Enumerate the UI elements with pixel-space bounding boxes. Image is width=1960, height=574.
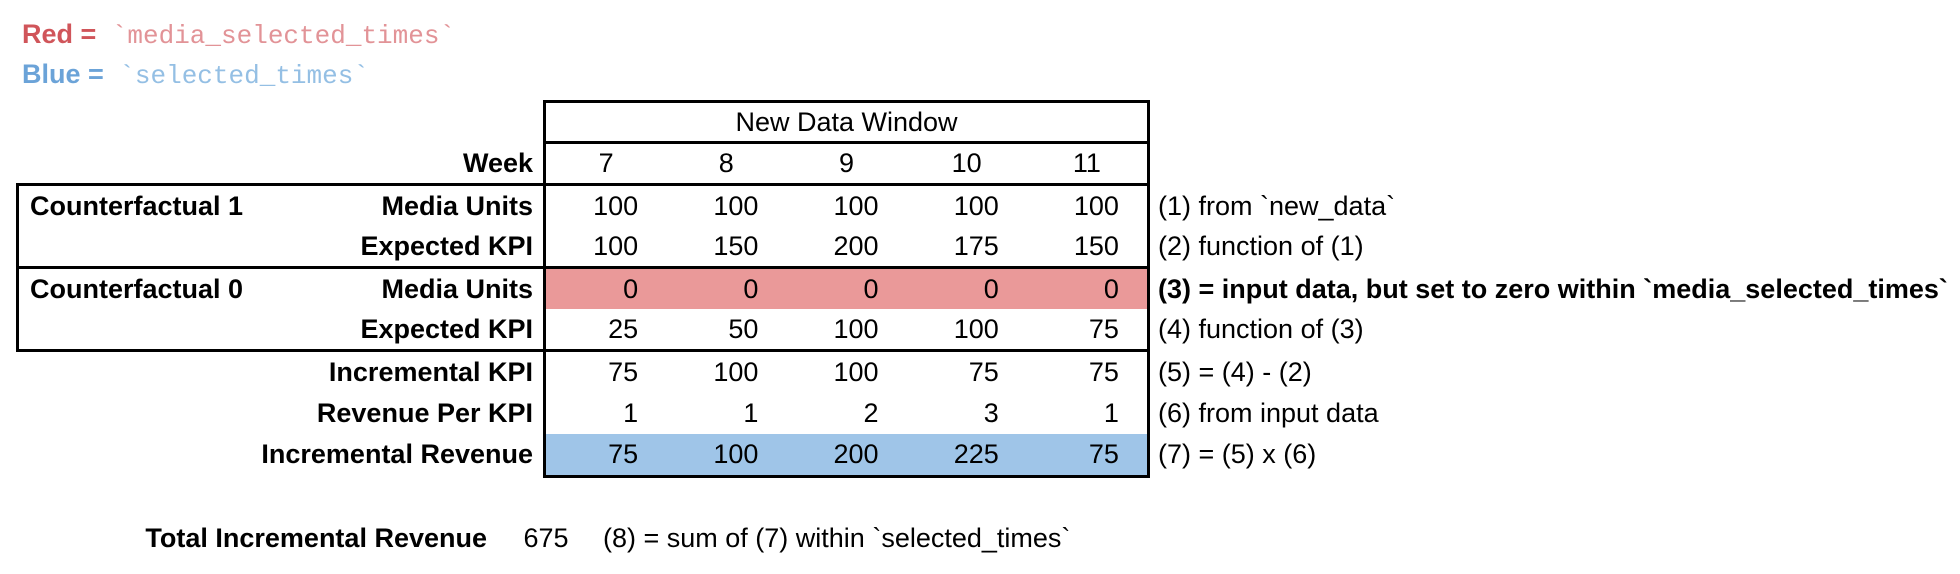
value-cell: 150 <box>713 231 759 261</box>
value-cell: 3 <box>983 398 999 428</box>
value-cell: 75 <box>1088 314 1119 344</box>
value-cell: 0 <box>983 274 999 304</box>
row-label: Media Units <box>381 191 533 221</box>
row-annotation: (1) from `new_data` <box>1158 191 1396 221</box>
week-cell: 11 <box>1072 148 1101 178</box>
row-cells: 100 150 200 175 150 <box>546 226 1147 266</box>
value-cell: 200 <box>833 439 879 469</box>
value-cell: 75 <box>608 439 639 469</box>
value-cell: 75 <box>608 357 639 387</box>
value-cell: 100 <box>1073 191 1119 221</box>
row-cells: 75 100 200 225 75 <box>546 434 1147 475</box>
week-row: Week 7 8 9 10 11 <box>0 143 1960 183</box>
value-cell: 0 <box>623 274 639 304</box>
group-label: Counterfactual 0 <box>30 274 244 304</box>
value-cell: 100 <box>953 191 999 221</box>
value-cell: 225 <box>953 439 999 469</box>
value-cell: 100 <box>593 231 639 261</box>
blue-highlight-band <box>546 434 1147 475</box>
row-cells: 25 50 100 100 75 <box>546 309 1147 349</box>
row-label: Revenue Per KPI <box>316 398 533 428</box>
week-cell: 7 <box>598 148 614 178</box>
row-label: Expected KPI <box>360 231 533 261</box>
legend-blue-line: Blue = `selected_times` <box>22 54 455 94</box>
table-row: Counterfactual 1 Media Units 100 100 100… <box>0 186 1960 226</box>
value-cell: 175 <box>953 231 999 261</box>
value-cell: 100 <box>713 439 759 469</box>
week-cells: 7 8 9 10 11 <box>546 143 1147 183</box>
value-cell: 1 <box>743 398 759 428</box>
value-cell: 75 <box>1088 439 1119 469</box>
value-cell: 1 <box>1103 398 1119 428</box>
table-border-line <box>543 100 546 478</box>
row-label: Incremental KPI <box>328 357 533 387</box>
table-border-line <box>16 349 1150 352</box>
row-cells: 1 1 2 3 1 <box>546 393 1147 434</box>
total-label: Total Incremental Revenue <box>145 523 487 553</box>
week-label: Week <box>462 148 533 178</box>
row-annotation: (4) function of (3) <box>1158 314 1364 344</box>
row-label: Incremental Revenue <box>261 439 533 469</box>
legend-blue-label: Blue = <box>22 59 104 89</box>
value-cell: 150 <box>1073 231 1119 261</box>
row-label: Media Units <box>381 274 533 304</box>
table-border-line <box>543 141 1150 144</box>
value-cell: 0 <box>1103 274 1119 304</box>
value-cell: 0 <box>743 274 759 304</box>
row-cells: 0 0 0 0 0 <box>546 269 1147 309</box>
value-cell: 100 <box>953 314 999 344</box>
value-cell: 75 <box>968 357 999 387</box>
row-cells: 75 100 100 75 75 <box>546 352 1147 393</box>
row-annotation: (6) from input data <box>1158 398 1379 428</box>
table-border-line <box>16 183 1150 186</box>
table-border-line <box>16 266 1150 269</box>
table-row: Revenue Per KPI 1 1 2 3 1 <box>0 393 1960 434</box>
table-row-highlight-blue: Incremental Revenue 75 100 200 225 75 <box>0 434 1960 475</box>
table-border-line <box>543 100 1150 103</box>
legend-red-label: Red = <box>22 19 97 49</box>
group-label: Counterfactual 1 <box>30 191 244 221</box>
week-cell: 9 <box>838 148 854 178</box>
table-border-line <box>1147 100 1150 478</box>
table-border-line <box>543 475 1150 478</box>
row-annotation: (7) = (5) x (6) <box>1158 439 1317 469</box>
total-value: 675 <box>523 523 569 553</box>
value-cell: 100 <box>833 191 879 221</box>
week-cell: 8 <box>718 148 734 178</box>
value-cell: 200 <box>833 231 879 261</box>
legend: Red = `media_selected_times` Blue = `sel… <box>22 14 455 94</box>
table-header: New Data Window <box>735 107 958 137</box>
value-cell: 50 <box>728 314 759 344</box>
value-cell: 0 <box>863 274 879 304</box>
value-cell: 100 <box>713 357 759 387</box>
value-cell: 100 <box>833 314 879 344</box>
red-highlight-band <box>546 269 1147 309</box>
value-cell: 100 <box>593 191 639 221</box>
row-annotation: (3) = input data, but set to zero within… <box>1158 274 1948 304</box>
total-row: Total Incremental Revenue 675 (8) = sum … <box>0 517 1960 559</box>
value-cell: 100 <box>833 357 879 387</box>
legend-red-code: `media_selected_times` <box>111 21 456 51</box>
table-row-highlight-red: Counterfactual 0 Media Units 0 0 0 0 0 <box>0 269 1960 309</box>
value-cell: 100 <box>713 191 759 221</box>
row-annotation: (2) function of (1) <box>1158 231 1364 261</box>
value-cell: 1 <box>623 398 639 428</box>
week-cell: 10 <box>951 148 982 178</box>
table-row: Incremental KPI 75 100 100 75 75 <box>0 352 1960 393</box>
table-row: Expected KPI 25 50 100 100 75 <box>0 309 1960 349</box>
legend-red-line: Red = `media_selected_times` <box>22 14 455 54</box>
table-row: Expected KPI 100 150 200 175 150 <box>0 226 1960 266</box>
table-border-line <box>16 183 19 352</box>
total-annotation: (8) = sum of (7) within `selected_times` <box>603 523 1071 553</box>
value-cell: 25 <box>608 314 639 344</box>
value-cell: 75 <box>1088 357 1119 387</box>
row-cells: 100 100 100 100 100 <box>546 186 1147 226</box>
legend-blue-code: `selected_times` <box>119 61 369 91</box>
row-annotation: (5) = (4) - (2) <box>1158 357 1312 387</box>
row-label: Expected KPI <box>360 314 533 344</box>
value-cell: 2 <box>863 398 879 428</box>
